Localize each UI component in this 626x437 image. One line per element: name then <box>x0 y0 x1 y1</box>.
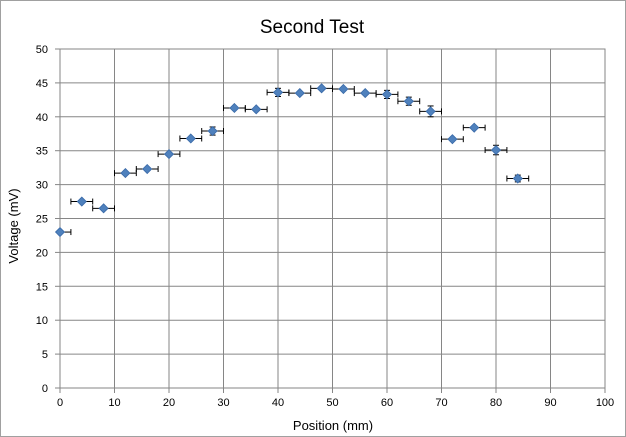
data-point <box>120 168 131 179</box>
x-tick-label: 0 <box>57 397 63 409</box>
y-tick-label: 30 <box>36 180 48 192</box>
gridlines <box>55 48 606 393</box>
tick-labels: 0 10 20 30 40 50 60 70 80 90 100 0 5 10 15 20 25 30 35 40 45… <box>36 44 614 409</box>
chart-title: Second Test <box>260 17 365 38</box>
y-tick-label: 35 <box>36 146 48 158</box>
x-axis-title: Position (mm) <box>293 418 373 433</box>
y-tick-label: 45 <box>36 78 48 90</box>
data-point <box>490 144 502 156</box>
y-tick-label: 25 <box>36 214 48 226</box>
x-tick-label: 70 <box>435 397 447 409</box>
data-point <box>229 102 240 114</box>
y-tick-label: 0 <box>42 383 48 395</box>
x-tick-label: 10 <box>108 397 120 409</box>
x-tick-label: 90 <box>544 397 556 409</box>
data-point <box>54 226 66 238</box>
data-points <box>54 83 523 238</box>
data-point <box>185 133 196 144</box>
error-bars <box>60 85 530 236</box>
x-tick-label: 60 <box>381 397 393 409</box>
x-tick-label: 100 <box>596 397 614 409</box>
data-point <box>163 149 175 160</box>
data-point <box>251 104 262 115</box>
data-point <box>360 88 371 99</box>
data-point <box>207 125 218 137</box>
data-point <box>294 88 305 99</box>
x-tick-label: 50 <box>326 397 338 409</box>
data-point <box>381 89 393 100</box>
y-tick-label: 40 <box>36 112 48 124</box>
data-point <box>76 196 87 207</box>
y-tick-label: 5 <box>42 349 48 361</box>
data-point <box>447 134 458 145</box>
x-tick-label: 40 <box>272 397 284 409</box>
data-point <box>512 173 523 184</box>
y-axis-title: Voltage (mV) <box>6 188 21 263</box>
y-tick-label: 10 <box>36 315 48 327</box>
y-tick-label: 15 <box>36 281 48 293</box>
x-tick-label: 80 <box>490 397 502 409</box>
data-point <box>338 83 349 95</box>
data-point <box>142 163 153 175</box>
x-tick-label: 30 <box>217 397 229 409</box>
data-point <box>403 96 414 107</box>
data-point <box>425 106 436 117</box>
x-tick-label: 20 <box>163 397 175 409</box>
data-point <box>98 203 109 214</box>
y-tick-label: 50 <box>36 44 48 56</box>
y-tick-label: 20 <box>36 247 48 259</box>
data-point <box>272 87 284 98</box>
data-point <box>469 122 480 133</box>
data-point <box>316 83 327 94</box>
